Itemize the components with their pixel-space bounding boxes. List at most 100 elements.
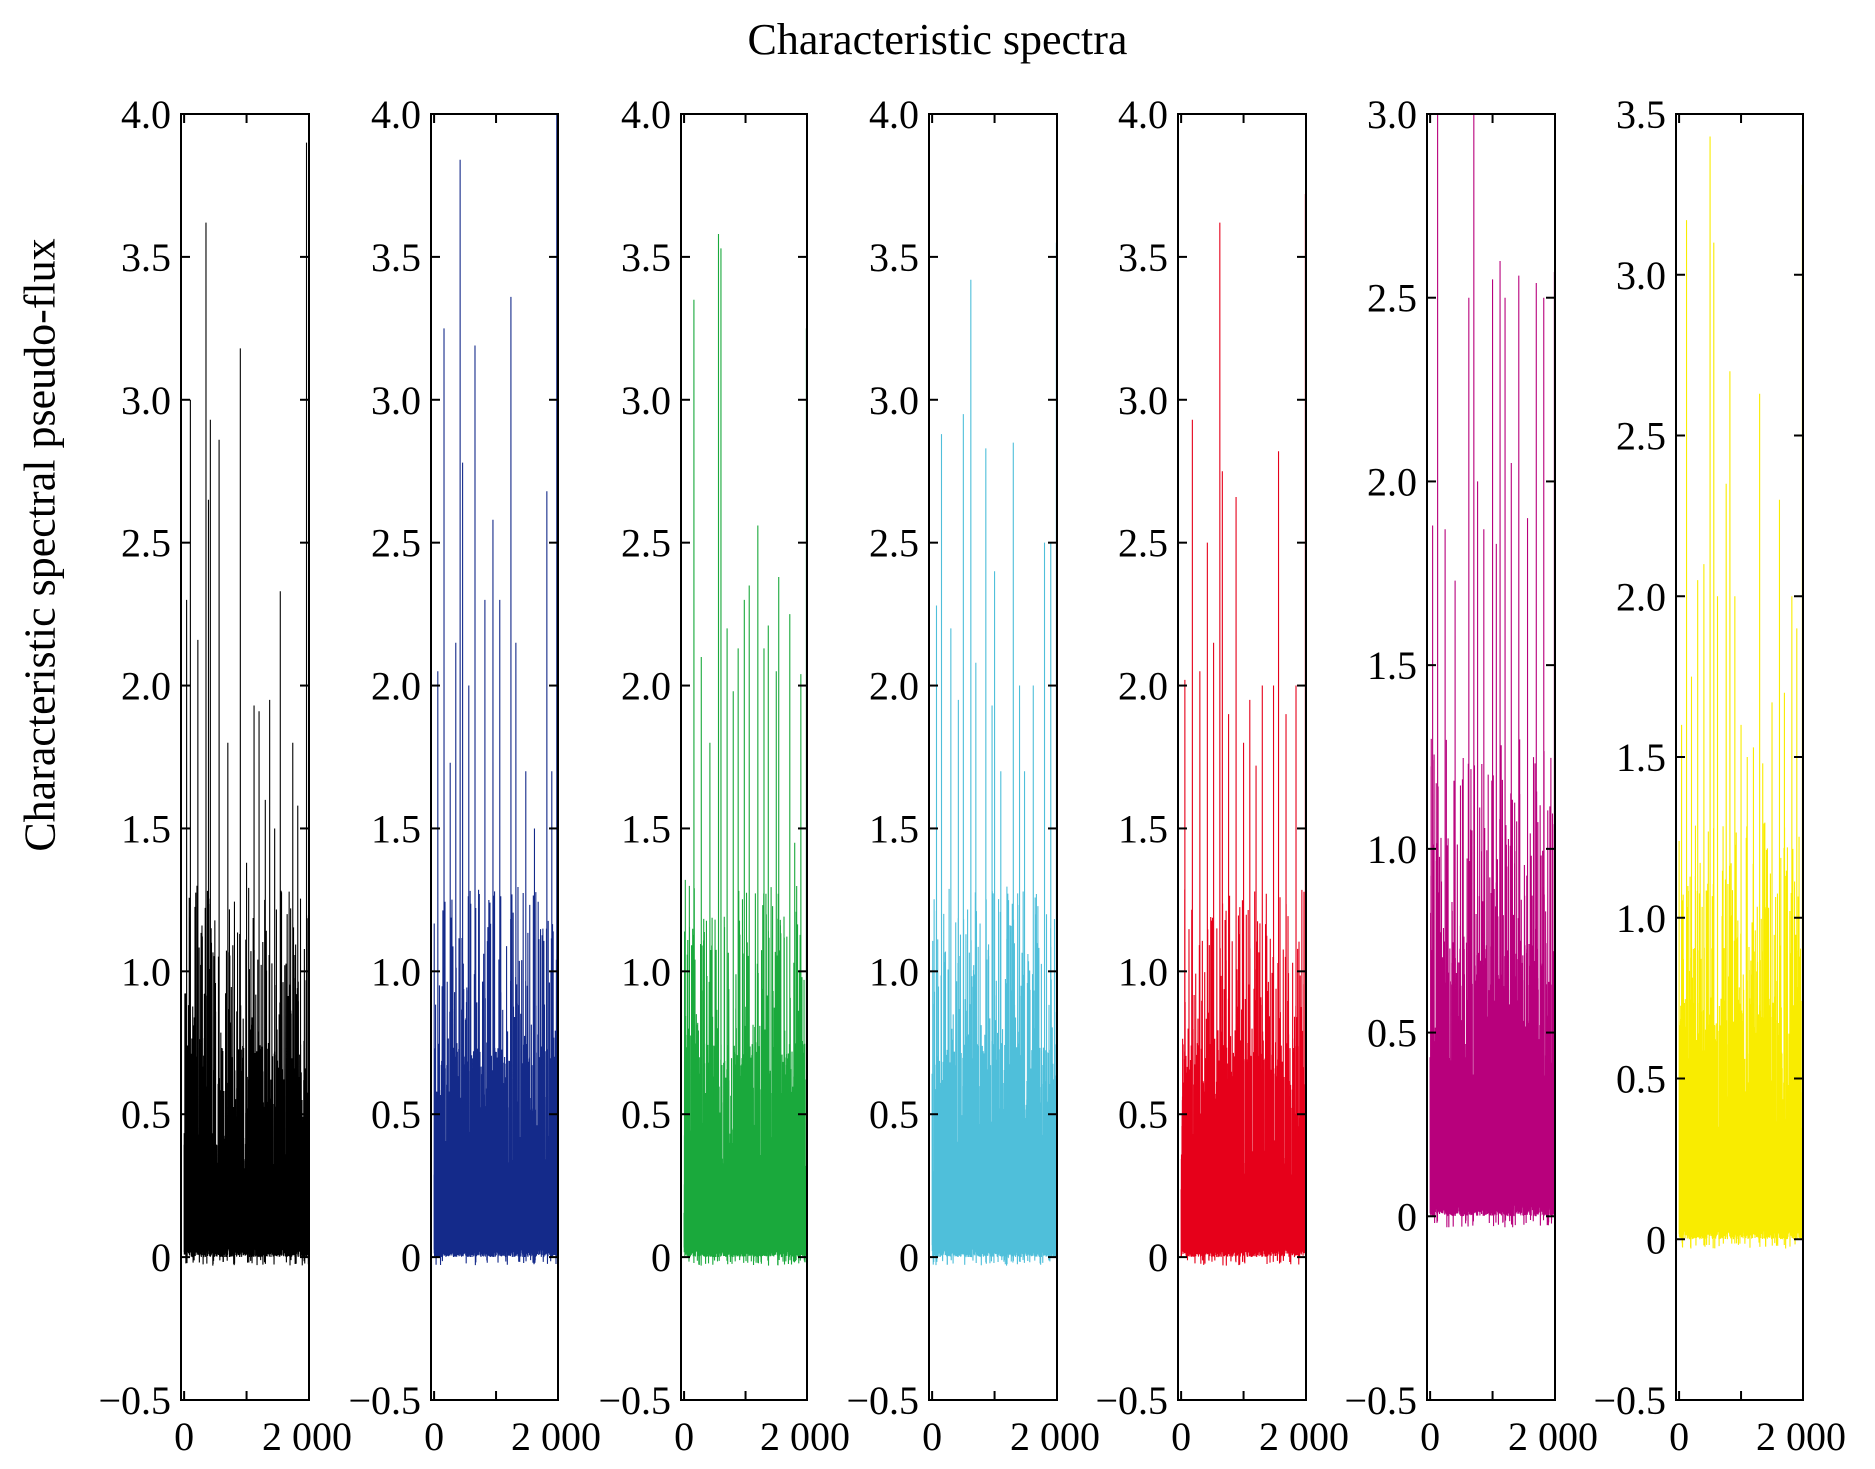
subplot-6: −0.500.51.01.52.02.53.00 2 000 (1344, 92, 1598, 1459)
y-tick-label: 2.5 (371, 521, 421, 566)
spectrum-series-line (683, 234, 808, 1266)
y-tick-label: 1.0 (621, 949, 671, 994)
x-tick-label: 2 000 (511, 1414, 601, 1459)
y-tick-label: 0 (401, 1235, 421, 1280)
y-tick-label: 0 (1148, 1235, 1168, 1280)
y-tick-label: 4.0 (621, 92, 671, 137)
y-tick-label: 1.5 (1616, 735, 1666, 780)
x-tick-label: 0 (1171, 1414, 1191, 1459)
y-tick-label: 2.0 (1367, 459, 1417, 504)
x-tick-label: 0 (174, 1414, 194, 1459)
y-tick-label: 0.5 (1118, 1092, 1168, 1137)
y-tick-label: −0.5 (98, 1378, 171, 1423)
y-tick-label: 0 (1397, 1194, 1417, 1239)
y-tick-label: 0 (1646, 1217, 1666, 1262)
x-tick-label: 2 000 (1508, 1414, 1598, 1459)
y-tick-label: −0.5 (1095, 1378, 1168, 1423)
y-tick-label: 1.5 (121, 806, 171, 851)
y-tick-label: 3.0 (121, 378, 171, 423)
y-tick-label: 2.5 (1118, 521, 1168, 566)
y-tick-label: 1.5 (1367, 643, 1417, 688)
y-tick-label: 3.0 (869, 378, 919, 423)
y-tick-label: 1.5 (371, 806, 421, 851)
y-tick-label: 3.5 (1118, 235, 1168, 280)
y-tick-label: −0.5 (598, 1378, 671, 1423)
plot-frame (180, 113, 310, 1401)
spectrum-series-line (1429, 113, 1556, 1228)
plot-frame (680, 113, 808, 1401)
y-tick-label: 2.5 (1616, 414, 1666, 459)
spectrum-series-line (183, 142, 310, 1266)
y-tick-label: 0.5 (621, 1092, 671, 1137)
y-tick-label: 1.5 (1118, 806, 1168, 851)
subplot-1: −0.500.51.01.52.02.53.03.54.00 2 000 (98, 92, 352, 1459)
y-tick-label: 2.0 (621, 664, 671, 709)
y-tick-label: 3.0 (1118, 378, 1168, 423)
y-tick-label: 3.0 (621, 378, 671, 423)
plot-frame (1177, 113, 1307, 1401)
y-tick-label: 0.5 (371, 1092, 421, 1137)
y-tick-label: −0.5 (348, 1378, 421, 1423)
y-tick-label: 2.5 (621, 521, 671, 566)
x-tick-label: 0 (922, 1414, 942, 1459)
x-tick-label: 0 (1420, 1414, 1440, 1459)
y-tick-label: 3.5 (1616, 92, 1666, 137)
x-tick-label: 2 000 (760, 1414, 850, 1459)
y-tick-label: 4.0 (371, 92, 421, 137)
y-tick-label: 2.5 (121, 521, 171, 566)
y-tick-label: 1.0 (371, 949, 421, 994)
chart-title: Characteristic spectra (747, 15, 1128, 64)
x-tick-label: 2 000 (1010, 1414, 1100, 1459)
x-tick-label: 0 (674, 1414, 694, 1459)
x-tick-label: 0 (1669, 1414, 1689, 1459)
y-tick-label: 3.5 (121, 235, 171, 280)
y-tick-label: 2.0 (1616, 574, 1666, 619)
y-tick-label: 0 (899, 1235, 919, 1280)
spectrum-series-line (1678, 136, 1804, 1249)
spectrum-series-line (931, 242, 1058, 1266)
y-tick-label: −0.5 (1344, 1378, 1417, 1423)
y-tick-label: 1.5 (621, 806, 671, 851)
y-tick-label: 3.0 (371, 378, 421, 423)
y-tick-label: 4.0 (121, 92, 171, 137)
plot-frame (1426, 113, 1556, 1401)
y-tick-label: 1.0 (121, 949, 171, 994)
subplot-7: −0.500.51.01.52.02.53.03.50 2 000 (1593, 92, 1846, 1459)
plot-frame (928, 113, 1058, 1401)
y-tick-label: 3.0 (1616, 253, 1666, 298)
y-tick-label: 1.5 (869, 806, 919, 851)
y-tick-label: 0.5 (1616, 1057, 1666, 1102)
y-tick-label: 3.5 (621, 235, 671, 280)
y-tick-label: 0.5 (1367, 1011, 1417, 1056)
y-tick-label: −0.5 (1593, 1378, 1666, 1423)
x-tick-label: 0 (424, 1414, 444, 1459)
spectrum-series-line (1180, 194, 1307, 1266)
y-tick-label: 2.0 (869, 664, 919, 709)
y-tick-label: 3.0 (1367, 92, 1417, 137)
subplot-2: −0.500.51.01.52.02.53.03.54.00 2 000 (348, 92, 601, 1459)
y-tick-label: −0.5 (846, 1378, 919, 1423)
subplot-5: −0.500.51.01.52.02.53.03.54.00 2 000 (1095, 92, 1349, 1459)
y-tick-label: 2.5 (1367, 276, 1417, 321)
y-tick-label: 0 (651, 1235, 671, 1280)
x-tick-label: 2 000 (1756, 1414, 1846, 1459)
y-tick-label: 0 (151, 1235, 171, 1280)
y-tick-label: 1.0 (1118, 949, 1168, 994)
y-tick-label: 3.5 (371, 235, 421, 280)
subplot-3: −0.500.51.01.52.02.53.03.54.00 2 000 (598, 92, 850, 1459)
y-tick-label: 4.0 (1118, 92, 1168, 137)
plot-frame (430, 113, 559, 1401)
y-tick-label: 2.0 (371, 664, 421, 709)
spectrum-series-line (433, 113, 559, 1266)
y-tick-label: 2.0 (121, 664, 171, 709)
x-tick-label: 2 000 (1259, 1414, 1349, 1459)
y-tick-label: 2.0 (1118, 664, 1168, 709)
subplot-4: −0.500.51.01.52.02.53.03.54.00 2 000 (846, 92, 1100, 1459)
x-tick-label: 2 000 (262, 1414, 352, 1459)
y-tick-label: 0.5 (121, 1092, 171, 1137)
y-tick-label: 3.5 (869, 235, 919, 280)
y-tick-label: 0.5 (869, 1092, 919, 1137)
y-tick-label: 2.5 (869, 521, 919, 566)
